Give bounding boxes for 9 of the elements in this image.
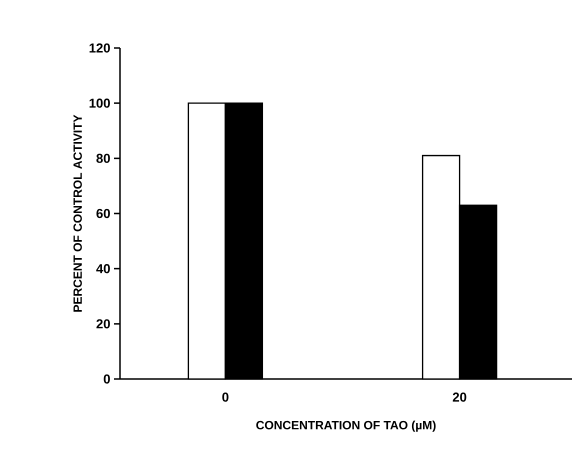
y-tick-label: 60	[96, 208, 110, 218]
y-tick-label: 120	[90, 43, 110, 53]
y-tick-label: 40	[96, 264, 110, 274]
y-axis-title: PERCENT OF CONTROL ACTIVITY	[73, 114, 82, 312]
y-tick-label: 0	[104, 374, 110, 384]
x-axis-title: CONCENTRATION OF TAO (µM)	[256, 420, 436, 432]
y-tick-label: 80	[96, 154, 110, 163]
y-tick-label: 100	[90, 98, 110, 108]
y-tick-label: 20	[96, 319, 110, 328]
